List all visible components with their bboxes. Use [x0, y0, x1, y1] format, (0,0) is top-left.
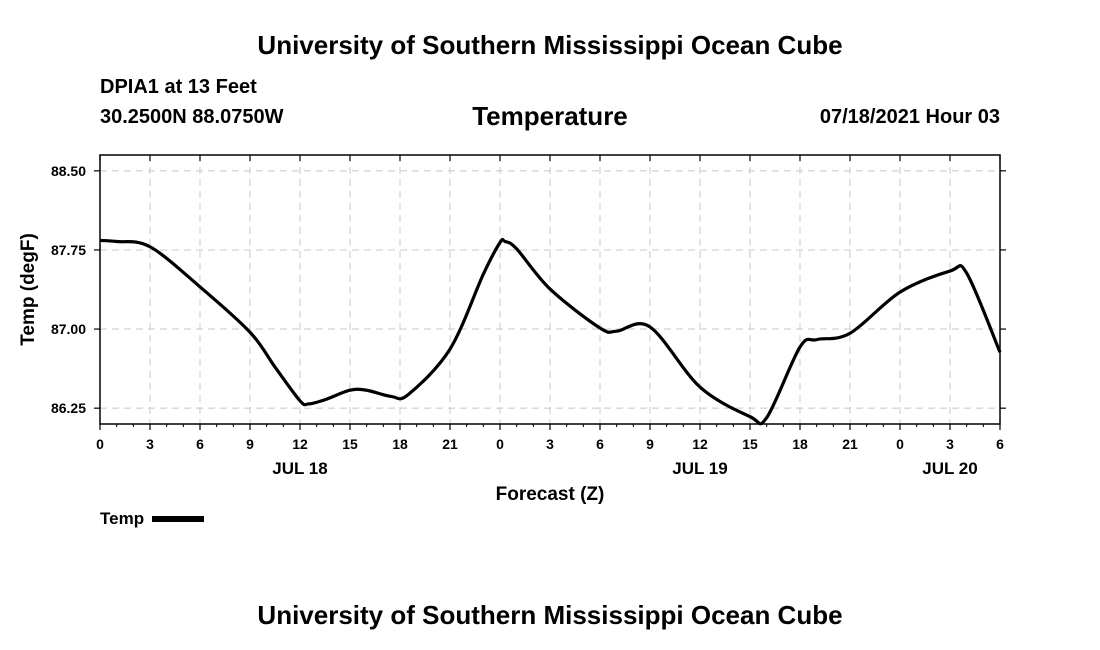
- x-tick-label: 15: [342, 436, 358, 452]
- x-tick-label: 15: [742, 436, 758, 452]
- x-tick-label: 12: [692, 436, 708, 452]
- x-tick-label: 6: [996, 436, 1004, 452]
- x-axis-label: Forecast (Z): [496, 484, 605, 505]
- x-tick-label: 9: [646, 436, 654, 452]
- day-label: JUL 19: [672, 459, 727, 478]
- x-tick-label: 9: [246, 436, 254, 452]
- y-tick-label: 88.50: [51, 163, 86, 179]
- x-tick-label: 0: [496, 436, 504, 452]
- day-label: JUL 20: [922, 459, 977, 478]
- chart-title: Temperature: [472, 101, 628, 131]
- x-tick-label: 3: [546, 436, 554, 452]
- x-tick-label: 3: [946, 436, 954, 452]
- x-tick-label: 18: [392, 436, 408, 452]
- x-tick-label: 21: [442, 436, 458, 452]
- station-name: DPIA1 at 13 Feet: [100, 76, 257, 98]
- x-tick-label: 0: [896, 436, 904, 452]
- day-label: JUL 18: [272, 459, 327, 478]
- y-tick-label: 86.25: [51, 400, 86, 416]
- legend-label-temp: Temp: [100, 509, 145, 528]
- x-tick-label: 12: [292, 436, 308, 452]
- x-tick-label: 18: [792, 436, 808, 452]
- x-tick-label: 0: [96, 436, 104, 452]
- series-line-temp: [99, 237, 1002, 426]
- x-tick-label: 6: [596, 436, 604, 452]
- x-tick-label: 21: [842, 436, 858, 452]
- y-axis-label: Temp (degF): [18, 233, 39, 346]
- x-tick-label: 6: [196, 436, 204, 452]
- y-tick-label: 87.00: [51, 321, 86, 337]
- org-title-top: University of Southern Mississippi Ocean…: [257, 30, 843, 60]
- legend-swatch-temp: [152, 516, 205, 522]
- legend: Temp: [100, 509, 205, 529]
- forecast-time: 07/18/2021 Hour 03: [819, 106, 1000, 128]
- station-coords: 30.2500N 88.0750W: [100, 106, 284, 128]
- org-title-bottom: University of Southern Mississippi Ocean…: [257, 600, 843, 630]
- y-tick-label: 87.75: [51, 242, 86, 258]
- x-tick-label: 3: [146, 436, 154, 452]
